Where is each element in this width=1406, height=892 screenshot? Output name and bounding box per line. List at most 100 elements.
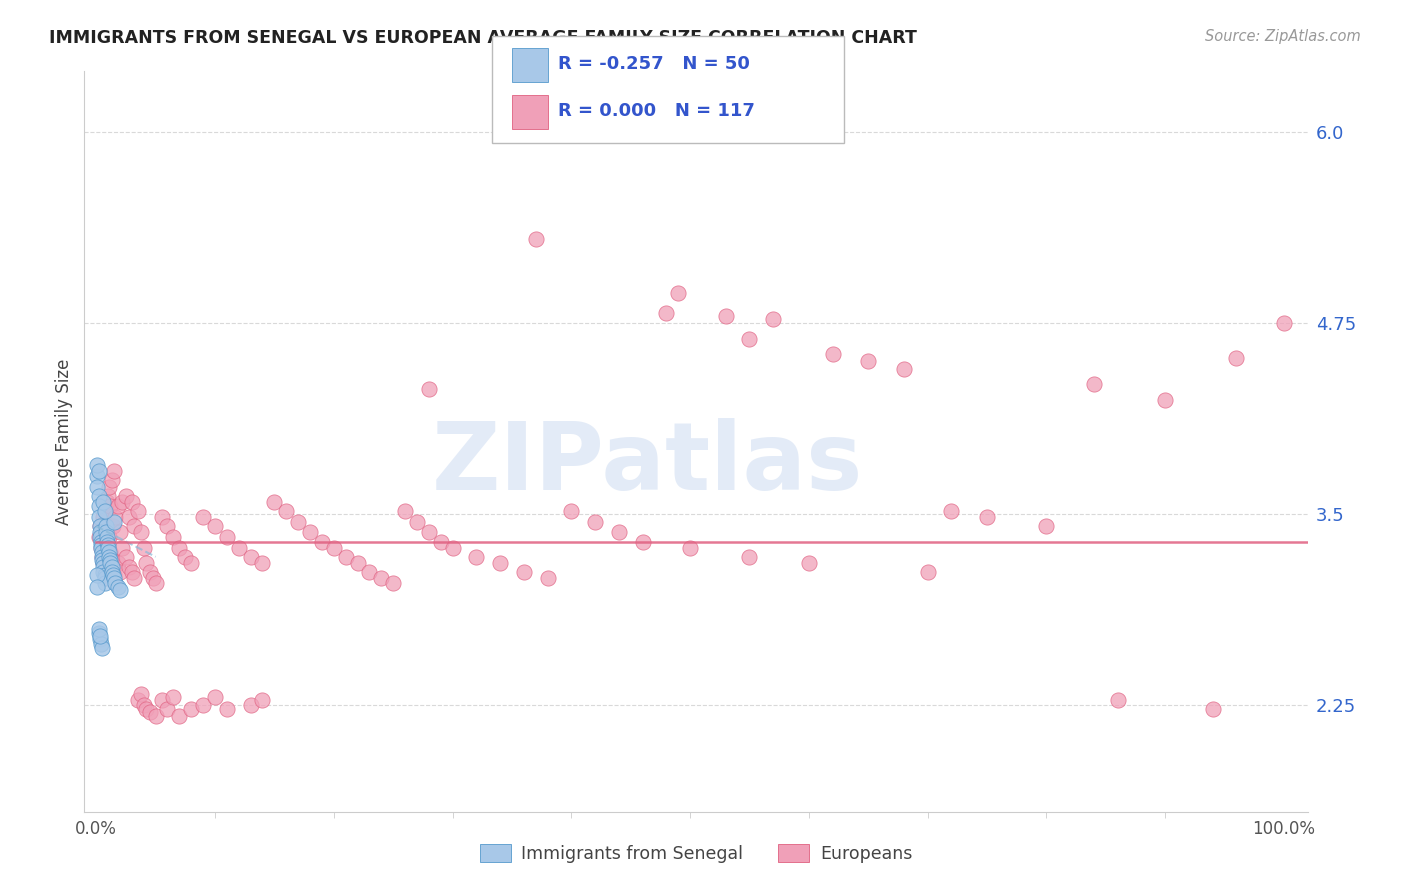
Point [215, 530, 238, 544]
Point [335, 549, 357, 564]
Point [86, 469, 108, 483]
Point [150, 693, 173, 707]
Point [107, 556, 129, 570]
Point [86, 479, 108, 493]
Point [666, 285, 689, 300]
Point [115, 489, 138, 503]
Point [298, 525, 321, 540]
Point [239, 549, 262, 564]
Point [418, 382, 440, 396]
Point [93, 571, 115, 585]
Point [738, 331, 761, 345]
Point [89, 629, 111, 643]
Point [536, 571, 558, 585]
Point [821, 347, 844, 361]
Point [429, 534, 451, 549]
Point [132, 698, 155, 712]
Text: Source: ZipAtlas.com: Source: ZipAtlas.com [1205, 29, 1361, 44]
Point [86, 568, 108, 582]
Point [96, 495, 118, 509]
Point [276, 504, 298, 518]
Point [228, 541, 250, 555]
Point [138, 565, 160, 579]
Point [115, 549, 138, 564]
Point [93, 556, 115, 570]
Point [100, 474, 122, 488]
Point [104, 575, 127, 590]
Point [94, 519, 117, 533]
Point [893, 362, 915, 376]
Point [1083, 377, 1105, 392]
Point [86, 580, 108, 594]
Point [101, 519, 124, 533]
Point [1272, 316, 1295, 330]
Point [162, 530, 184, 544]
Point [89, 530, 111, 544]
Point [142, 571, 165, 585]
Text: R = 0.000   N = 117: R = 0.000 N = 117 [558, 102, 755, 120]
Point [145, 575, 167, 590]
Point [93, 575, 115, 590]
Point [101, 560, 124, 574]
Point [103, 464, 125, 478]
Point [441, 541, 464, 555]
Point [97, 489, 120, 503]
Point [93, 560, 115, 574]
Point [263, 495, 285, 509]
Point [91, 549, 114, 564]
Point [103, 571, 125, 585]
Point [89, 519, 111, 533]
Point [762, 311, 785, 326]
Point [370, 571, 392, 585]
Text: IMMIGRANTS FROM SENEGAL VS EUROPEAN AVERAGE FAMILY SIZE CORRELATION CHART: IMMIGRANTS FROM SENEGAL VS EUROPEAN AVER… [49, 29, 917, 46]
Point [91, 549, 114, 564]
Point [127, 693, 149, 707]
Point [607, 525, 630, 540]
Point [100, 500, 122, 514]
Point [418, 525, 440, 540]
Point [87, 530, 110, 544]
Point [204, 690, 226, 705]
Point [93, 515, 115, 529]
Point [132, 541, 155, 555]
Legend: Immigrants from Senegal, Europeans: Immigrants from Senegal, Europeans [472, 837, 920, 870]
Point [191, 510, 214, 524]
Point [394, 504, 416, 518]
Point [382, 575, 405, 590]
Point [180, 556, 202, 570]
Point [100, 553, 122, 567]
Point [111, 495, 134, 509]
Point [100, 545, 122, 559]
Point [489, 556, 512, 570]
Point [1035, 519, 1057, 533]
Point [96, 534, 118, 549]
Point [101, 568, 124, 582]
Point [98, 549, 121, 564]
Point [856, 354, 879, 368]
Point [89, 525, 111, 540]
Point [145, 708, 167, 723]
Point [169, 541, 191, 555]
Point [90, 534, 112, 549]
Point [90, 541, 112, 555]
Point [91, 641, 114, 656]
Point [131, 525, 153, 540]
Point [346, 556, 368, 570]
Point [162, 690, 184, 705]
Point [127, 504, 149, 518]
Point [96, 530, 118, 544]
Point [941, 504, 963, 518]
Point [98, 479, 121, 493]
Point [714, 309, 737, 323]
Point [122, 519, 145, 533]
Point [93, 556, 115, 570]
Point [465, 549, 488, 564]
Point [406, 515, 429, 529]
Point [191, 698, 214, 712]
Text: ZIPatlas: ZIPatlas [432, 417, 863, 509]
Point [135, 702, 157, 716]
Point [89, 519, 111, 533]
Point [96, 568, 118, 582]
Text: R = -0.257   N = 50: R = -0.257 N = 50 [558, 54, 749, 72]
Point [287, 515, 309, 529]
